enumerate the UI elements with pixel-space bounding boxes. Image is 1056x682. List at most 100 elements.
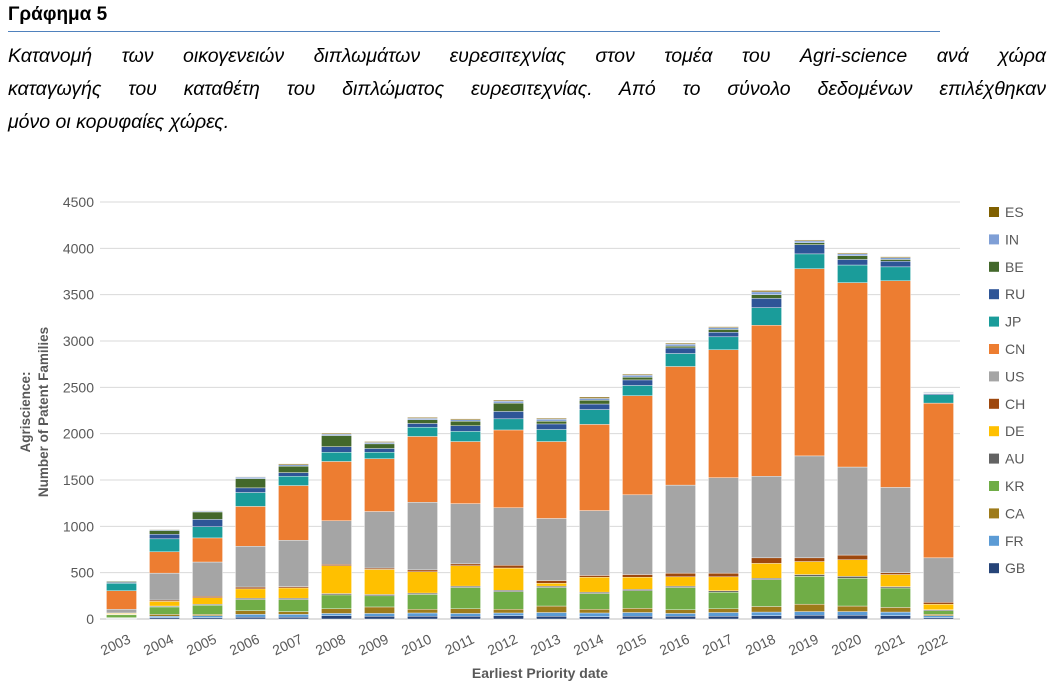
legend-label-us: US	[1005, 368, 1024, 384]
bar-segment-ca-2021	[880, 607, 910, 612]
x-tick-label: 2019	[786, 631, 821, 659]
bar-segment-jp-2006	[235, 493, 265, 507]
bar-segment-kr-2014	[579, 594, 609, 610]
bar-segment-jp-2009	[364, 452, 394, 458]
bar-segment-ru-2009	[364, 448, 394, 452]
bar-segment-kr-2018	[751, 580, 781, 607]
bar-segment-cn-2009	[364, 459, 394, 512]
bar-segment-es-2013	[536, 418, 566, 419]
bar-segment-be-2015	[622, 377, 652, 380]
bar-segment-de-2014	[579, 577, 609, 592]
bar-segment-ch-2021	[880, 573, 910, 575]
x-tick-label: 2022	[915, 631, 950, 659]
x-axis-label: Earliest Priority date	[472, 665, 608, 681]
bar-segment-gb-2011	[450, 616, 480, 619]
bar-segment-jp-2004	[149, 539, 179, 552]
bar-segment-gb-2013	[536, 616, 566, 619]
y-axis-tick-labels: 050010001500200025003000350040004500	[63, 194, 94, 627]
bar-segment-ch-2011	[450, 564, 480, 566]
bar-segment-jp-2010	[407, 427, 437, 436]
bar-segment-au-2017	[708, 591, 738, 592]
bar-segment-be-2007	[278, 466, 308, 472]
bar-segment-fr-2006	[235, 614, 265, 617]
legend-swatch-ch	[989, 399, 999, 409]
bar-segment-au-2014	[579, 592, 609, 593]
bar-segment-be-2008	[321, 436, 351, 447]
bar-segment-au-2013	[536, 586, 566, 587]
bar-segment-de-2021	[880, 575, 910, 587]
bar-segment-kr-2007	[278, 600, 308, 612]
bar-segment-cn-2016	[665, 366, 695, 485]
bar-segment-ca-2017	[708, 609, 738, 613]
bar-segment-fr-2019	[794, 612, 824, 616]
bar-segment-us-2014	[579, 511, 609, 576]
bar-segment-cn-2003	[106, 591, 136, 610]
bar-segment-ch-2012	[493, 565, 523, 568]
bar-segment-be-2019	[794, 243, 824, 245]
bar-segment-gb-2007	[278, 617, 308, 619]
x-tick-label: 2009	[356, 631, 391, 659]
bar-segment-ca-2022	[923, 614, 953, 615]
legend-label-es: ES	[1005, 204, 1024, 220]
bar-segment-us-2016	[665, 485, 695, 573]
bar-segment-be-2006	[235, 479, 265, 488]
bar-segment-de-2005	[192, 598, 222, 604]
bar-segment-be-2013	[536, 421, 566, 424]
bar-segment-in-2021	[880, 258, 910, 260]
y-tick-label: 4500	[63, 194, 94, 210]
legend-label-ca: CA	[1005, 505, 1025, 521]
bar-segment-au-2009	[364, 594, 394, 595]
legend-label-in: IN	[1005, 231, 1019, 247]
bar-segment-us-2019	[794, 456, 824, 558]
bar-segment-kr-2015	[622, 591, 652, 609]
x-tick-label: 2021	[872, 631, 907, 659]
bar-segment-kr-2011	[450, 587, 480, 608]
bar-segment-de-2008	[321, 566, 351, 594]
bar-segment-be-2005	[192, 512, 222, 519]
bar-segment-au-2007	[278, 598, 308, 599]
bar-segment-kr-2009	[364, 596, 394, 607]
bar-segment-us-2010	[407, 502, 437, 570]
gridlines	[100, 202, 960, 619]
legend-label-ru: RU	[1005, 286, 1025, 302]
bar-segment-ru-2018	[751, 298, 781, 307]
bar-segment-fr-2011	[450, 613, 480, 616]
y-tick-label: 3500	[63, 287, 94, 303]
bar-segment-kr-2020	[837, 578, 867, 606]
bar-segment-au-2008	[321, 594, 351, 595]
bars	[106, 240, 953, 619]
bar-segment-jp-2011	[450, 431, 480, 441]
y-tick-label: 4000	[63, 240, 94, 256]
bar-segment-cn-2018	[751, 325, 781, 476]
x-tick-label: 2005	[184, 631, 219, 659]
bar-segment-fr-2004	[149, 616, 179, 617]
bar-segment-au-2018	[751, 578, 781, 579]
bar-segment-be-2020	[837, 256, 867, 260]
bar-segment-be-2011	[450, 421, 480, 426]
bar-segment-jp-2007	[278, 476, 308, 485]
bar-segment-be-2003	[106, 581, 136, 582]
bar-segment-es-2020	[837, 253, 867, 254]
bar-segment-ch-2008	[321, 564, 351, 565]
bar-segment-de-2011	[450, 566, 480, 586]
legend-label-gb: GB	[1005, 560, 1025, 576]
bar-segment-de-2017	[708, 577, 738, 591]
bar-segment-es-2017	[708, 327, 738, 328]
bar-segment-fr-2010	[407, 613, 437, 616]
bar-segment-ch-2015	[622, 575, 652, 578]
bar-segment-ca-2011	[450, 609, 480, 614]
bar-segment-gb-2016	[665, 616, 695, 619]
bar-segment-es-2016	[665, 343, 695, 344]
legend-swatch-fr	[989, 536, 999, 546]
x-tick-label: 2006	[227, 631, 262, 659]
bar-segment-us-2011	[450, 504, 480, 564]
bar-segment-au-2021	[880, 587, 910, 588]
bar-segment-au-2010	[407, 593, 437, 594]
bar-segment-jp-2021	[880, 267, 910, 281]
bar-segment-kr-2013	[536, 587, 566, 606]
bar-segment-fr-2014	[579, 613, 609, 617]
bar-segment-ch-2004	[149, 600, 179, 601]
bar-segment-de-2019	[794, 562, 824, 575]
bar-segment-us-2015	[622, 495, 652, 575]
y-tick-label: 500	[71, 565, 95, 581]
